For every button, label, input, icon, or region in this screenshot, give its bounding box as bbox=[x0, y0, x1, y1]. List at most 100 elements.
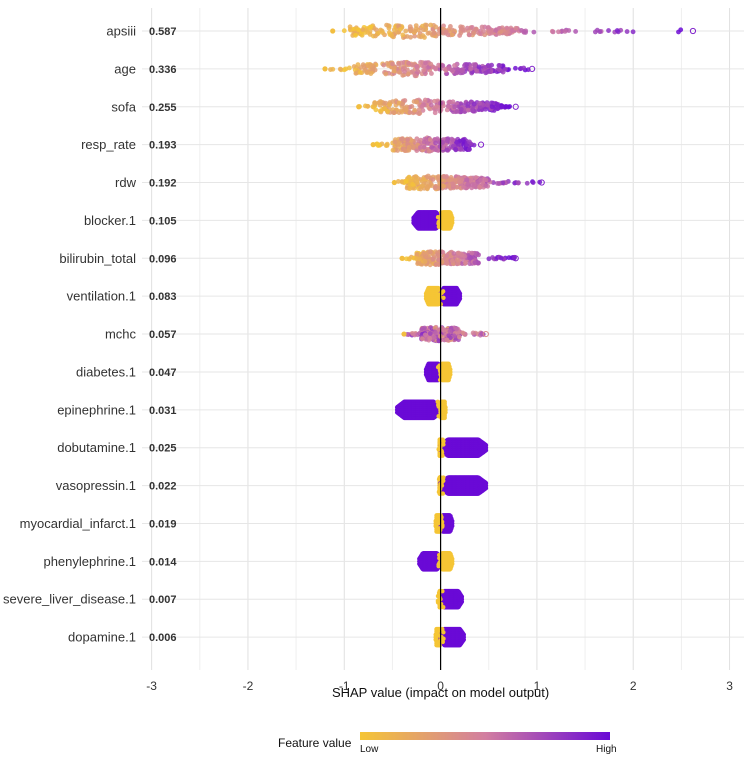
swarm-point bbox=[407, 186, 413, 192]
swarm-point bbox=[390, 61, 395, 67]
swarm-point bbox=[457, 296, 463, 301]
swarm-point bbox=[420, 336, 425, 342]
swarm-point bbox=[430, 256, 436, 262]
swarm-point bbox=[416, 33, 422, 39]
swarm-point bbox=[433, 140, 438, 146]
swarm-point bbox=[416, 111, 422, 117]
swarm-point bbox=[471, 30, 477, 36]
swarm-point bbox=[408, 28, 414, 34]
swarm-point bbox=[378, 99, 383, 104]
swarm-point bbox=[573, 29, 579, 34]
swarm-point bbox=[489, 104, 495, 110]
swarm-point bbox=[460, 67, 466, 72]
swarm-point bbox=[414, 148, 420, 153]
swarm-point bbox=[346, 65, 352, 71]
swarm-point bbox=[521, 65, 527, 71]
swarm-point bbox=[365, 103, 371, 109]
swarm-point bbox=[444, 183, 450, 189]
swarm-point bbox=[479, 24, 485, 30]
swarm-point bbox=[507, 104, 513, 109]
swarm-point bbox=[453, 146, 458, 152]
swarm-point bbox=[538, 179, 545, 186]
swarm-point bbox=[417, 145, 423, 150]
swarm-point bbox=[458, 26, 464, 31]
swarm-point bbox=[431, 334, 437, 340]
swarm-point bbox=[441, 559, 446, 564]
swarm-point bbox=[365, 70, 370, 75]
swarm-point bbox=[440, 491, 446, 496]
swarm-point bbox=[531, 29, 537, 35]
swarm-point bbox=[437, 181, 443, 186]
swarm-point bbox=[476, 64, 482, 70]
swarm-point bbox=[417, 256, 422, 262]
swarm-point bbox=[414, 180, 420, 185]
swarm-point bbox=[523, 30, 528, 35]
swarm-point bbox=[412, 107, 418, 113]
swarm-point bbox=[391, 68, 397, 74]
swarm-point bbox=[389, 32, 395, 38]
swarm-point bbox=[390, 99, 396, 104]
swarm-point bbox=[421, 67, 426, 73]
swarm-point bbox=[355, 62, 361, 68]
swarm-point bbox=[353, 32, 358, 38]
swarm-point bbox=[447, 177, 452, 183]
swarm-point bbox=[356, 27, 361, 33]
swarm-point bbox=[398, 26, 403, 32]
swarm-point bbox=[500, 180, 506, 186]
swarm-point bbox=[449, 220, 455, 226]
swarm-point bbox=[483, 447, 489, 453]
swarm-point bbox=[410, 181, 416, 187]
swarm-point bbox=[443, 29, 449, 35]
swarm-point bbox=[384, 22, 389, 28]
swarm-point bbox=[422, 97, 428, 103]
swarm-point bbox=[444, 261, 450, 266]
swarm-point bbox=[503, 104, 509, 109]
feature-swarm-blocker.1 bbox=[411, 210, 455, 231]
swarm-point bbox=[347, 24, 353, 30]
swarm-point bbox=[420, 33, 426, 39]
swarm-point bbox=[429, 145, 435, 150]
swarm-point bbox=[434, 104, 439, 109]
swarm-point bbox=[398, 108, 404, 114]
swarm-point bbox=[452, 104, 458, 110]
swarm-point bbox=[496, 67, 502, 73]
swarm-point bbox=[624, 29, 630, 34]
swarm-point bbox=[397, 69, 402, 75]
swarm-point bbox=[435, 215, 441, 220]
swarm-point bbox=[489, 100, 494, 106]
swarm-point bbox=[433, 66, 439, 72]
swarm-point bbox=[518, 27, 524, 33]
swarm-point bbox=[466, 147, 472, 152]
swarm-point bbox=[402, 148, 408, 154]
swarm-point bbox=[498, 255, 504, 261]
swarm-point bbox=[489, 30, 495, 36]
swarm-point bbox=[406, 256, 412, 262]
swarm-point bbox=[446, 333, 452, 338]
swarm-point bbox=[513, 65, 518, 71]
feature-swarm-ventilation.1 bbox=[423, 285, 463, 307]
swarm-point bbox=[562, 28, 568, 34]
swarm-point bbox=[412, 73, 418, 79]
swarm-point bbox=[360, 27, 366, 32]
swarm-point bbox=[402, 69, 407, 74]
feature-swarm-bilirubin_total bbox=[399, 249, 519, 268]
swarm-point bbox=[450, 137, 456, 143]
swarm-point bbox=[370, 142, 376, 148]
swarm-point bbox=[440, 218, 445, 223]
swarm-point bbox=[408, 34, 413, 40]
swarm-point bbox=[474, 67, 480, 73]
swarm-point bbox=[421, 251, 427, 256]
feature-swarm-diabetes.1 bbox=[423, 361, 453, 383]
swarm-point bbox=[476, 260, 481, 266]
swarm-point bbox=[477, 184, 483, 190]
swarm-point bbox=[356, 104, 362, 110]
swarm-point bbox=[400, 32, 406, 38]
swarm-point bbox=[405, 71, 411, 77]
swarm-point bbox=[528, 65, 536, 72]
swarm-point bbox=[383, 100, 388, 106]
swarm-point bbox=[461, 184, 466, 190]
swarm-point bbox=[493, 28, 499, 33]
feature-swarm-mchc bbox=[401, 324, 489, 344]
swarm-point bbox=[467, 261, 473, 267]
